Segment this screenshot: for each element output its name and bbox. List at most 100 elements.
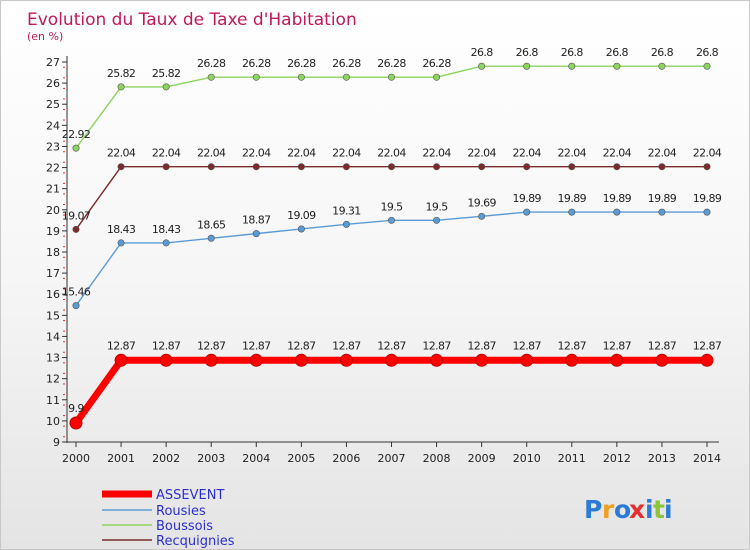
x-tick-label: 2011 (558, 452, 586, 465)
data-point (703, 208, 711, 216)
y-tick-label: 19 (46, 225, 60, 238)
data-point (297, 163, 305, 171)
y-tick-label: 11 (46, 394, 60, 407)
chart-title: Evolution du Taux de Taxe d'Habitation (27, 10, 357, 30)
data-point (700, 353, 714, 367)
x-tick-label: 2006 (332, 452, 360, 465)
data-point (69, 416, 83, 430)
data-label: 26.8 (516, 46, 539, 59)
y-tick-label: 27 (46, 56, 60, 69)
data-point (117, 163, 125, 171)
data-point (342, 73, 350, 81)
x-tick-label: 2012 (603, 452, 631, 465)
data-point (478, 163, 486, 171)
data-label: 22.04 (152, 147, 181, 160)
data-label: 12.87 (152, 339, 181, 352)
data-label: 22.92 (62, 128, 91, 141)
y-tick-label: 13 (46, 352, 60, 365)
data-point (703, 163, 711, 171)
data-label: 19.09 (287, 209, 316, 222)
data-label: 26.8 (561, 46, 584, 59)
data-point (342, 163, 350, 171)
data-point (430, 353, 444, 367)
data-label: 22.04 (197, 147, 226, 160)
x-tick-label: 2010 (513, 452, 541, 465)
data-label: 12.87 (693, 339, 722, 352)
data-point (114, 353, 128, 367)
data-label: 22.04 (558, 147, 587, 160)
legend-label: Boussois (156, 519, 213, 534)
y-tick-label: 15 (46, 309, 60, 322)
data-label: 12.87 (422, 339, 451, 352)
data-label: 22.04 (693, 147, 722, 160)
logo-letter: i (645, 495, 654, 524)
logo-letter: r (602, 495, 615, 524)
data-point (204, 353, 218, 367)
data-point (297, 73, 305, 81)
data-point (655, 353, 669, 367)
data-label: 26.28 (197, 57, 226, 70)
data-label: 12.87 (377, 339, 406, 352)
data-label: 19.5 (380, 200, 403, 213)
data-point (339, 353, 353, 367)
data-label: 19.89 (693, 192, 722, 205)
data-label: 25.82 (107, 67, 136, 80)
data-label: 25.82 (152, 67, 181, 80)
data-point (72, 302, 80, 310)
data-label: 19.89 (603, 192, 632, 205)
data-point (658, 163, 666, 171)
data-label: 26.28 (377, 57, 406, 70)
data-point (565, 353, 579, 367)
data-label: 12.87 (332, 339, 361, 352)
data-label: 26.8 (606, 46, 629, 59)
data-label: 19.89 (648, 192, 677, 205)
y-tick-label: 10 (46, 415, 60, 428)
data-point (117, 239, 125, 247)
data-point (568, 163, 576, 171)
y-tick-label: 22 (46, 162, 60, 175)
data-label: 26.28 (422, 57, 451, 70)
data-label: 19.5 (426, 200, 449, 213)
data-label: 12.87 (512, 339, 541, 352)
series-assevent: 9.9 12.87 12.87 12.87 12.87 12.87 12.87 12.87 12… (68, 339, 722, 430)
x-tick-label: 2007 (378, 452, 406, 465)
data-label: 22.04 (242, 147, 271, 160)
data-label: 22.04 (287, 147, 316, 160)
y-tick-label: 12 (46, 373, 60, 386)
data-point (613, 62, 621, 70)
data-point (433, 216, 441, 224)
y-tick-label: 16 (46, 288, 60, 301)
data-point (252, 163, 260, 171)
data-point (252, 230, 260, 238)
logo-letter: t (653, 495, 665, 524)
x-tick-label: 2005 (287, 452, 315, 465)
data-point (162, 83, 170, 91)
data-label: 18.65 (197, 218, 226, 231)
y-tick-label: 18 (46, 246, 60, 259)
y-tick-label: 21 (46, 183, 60, 196)
x-tick-label: 2003 (197, 452, 225, 465)
data-label: 19.89 (512, 192, 541, 205)
data-point (610, 353, 624, 367)
series-recquignies: 19.07 22.04 22.04 22.04 22.04 22.04 22.04 22.04… (62, 147, 722, 233)
data-point (207, 234, 215, 242)
series-rousies: 15.46 18.43 18.43 18.65 18.87 19.09 19.31 19.5 1… (62, 192, 722, 310)
data-label: 12.87 (603, 339, 632, 352)
data-label: 22.04 (377, 147, 406, 160)
y-tick-label: 17 (46, 267, 60, 280)
data-label: 22.04 (422, 147, 451, 160)
data-point (523, 208, 531, 216)
data-point (72, 144, 80, 152)
data-label: 12.87 (558, 339, 587, 352)
series-line (73, 356, 707, 426)
data-point (252, 73, 260, 81)
y-tick-label: 26 (46, 77, 60, 90)
data-label: 12.87 (107, 339, 136, 352)
data-point (297, 225, 305, 233)
legend-label: Recquignies (156, 534, 235, 549)
x-tick-label: 2000 (62, 452, 90, 465)
data-label: 26.28 (332, 57, 361, 70)
y-tick-label: 14 (46, 330, 60, 343)
data-label: 9.9 (68, 402, 84, 415)
